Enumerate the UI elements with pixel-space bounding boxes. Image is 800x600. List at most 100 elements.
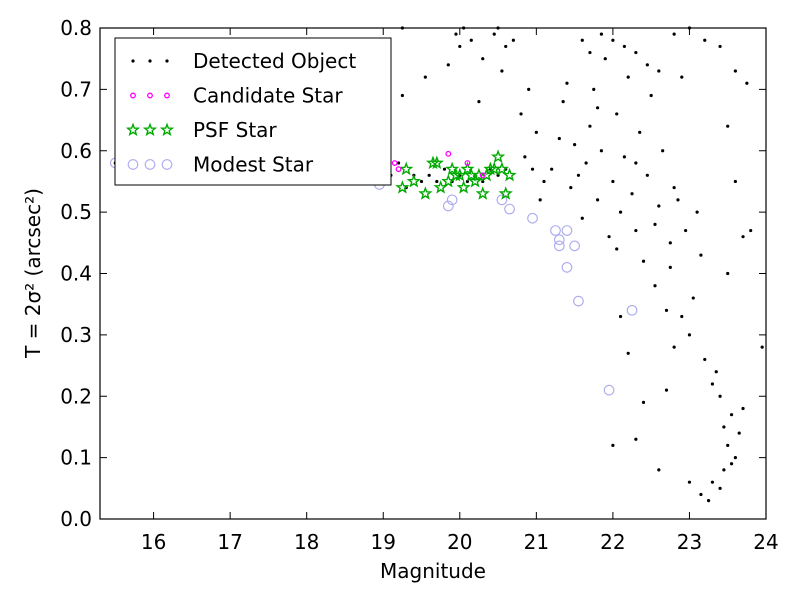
detected-object-point — [657, 204, 661, 208]
detected-object-point — [687, 333, 692, 337]
psf-star-point — [460, 161, 475, 176]
psf-star-point — [490, 149, 506, 163]
detected-object-point — [599, 149, 604, 153]
detected-object-point — [588, 124, 592, 128]
x-axis-ticks: 16 17 18 19 20 21 22 23 24 — [141, 28, 779, 554]
detected-object-point — [733, 456, 737, 460]
modest-star-point — [550, 225, 561, 236]
detected-object-point — [718, 394, 722, 398]
legend: Detected Object Candidate Star PSF Star Mod… — [114, 37, 392, 186]
y-tick-label: 0.7 — [60, 77, 92, 101]
detected-object-point — [599, 32, 604, 36]
detected-object-point — [458, 44, 462, 49]
candidate-star-point — [479, 172, 486, 179]
detected-object-point — [477, 100, 481, 104]
detected-object-point — [496, 173, 500, 177]
psf-star-point — [395, 180, 410, 194]
detected-object-point — [465, 179, 470, 184]
detected-object-point — [722, 468, 726, 472]
detected-object-point — [737, 431, 741, 435]
psf-star-point — [494, 161, 510, 176]
psf-star-point — [445, 161, 460, 176]
detected-object-point — [511, 38, 515, 42]
detected-object-point — [691, 296, 695, 300]
detected-object-point — [657, 468, 661, 472]
legend-label-candidate-star: Candidate Star — [193, 84, 343, 108]
detected-object-point — [645, 173, 649, 177]
detected-object-point — [668, 241, 672, 245]
detected-object-point — [634, 228, 638, 233]
detected-object-point — [592, 87, 596, 91]
detected-object-point — [626, 75, 630, 79]
detected-object-point — [634, 437, 638, 441]
x-tick-label: 21 — [524, 530, 549, 554]
detected-object-point — [580, 38, 584, 42]
detected-object-point — [661, 149, 665, 153]
detected-object-point — [641, 400, 646, 404]
detected-object-point — [653, 284, 657, 288]
detected-object-point — [699, 253, 703, 257]
psf-star-point — [467, 173, 483, 188]
detected-object-point — [726, 443, 730, 447]
detected-object-point — [622, 155, 626, 159]
detected-object-point — [741, 406, 745, 411]
detected-object-point — [687, 480, 692, 484]
legend-marker-psf-star — [159, 122, 175, 137]
psf-star-point — [498, 186, 513, 200]
legend-marker-candidate-star — [164, 92, 170, 99]
x-tick-label: 19 — [371, 530, 396, 554]
detected-object-point — [726, 271, 730, 276]
legend-marker-detected-object — [165, 59, 169, 63]
psf-star-point — [429, 155, 444, 170]
detected-object-point — [530, 167, 535, 171]
detected-object-point — [615, 247, 619, 251]
candidate-star-point — [464, 160, 471, 166]
y-tick-label: 0.0 — [60, 507, 92, 531]
legend-marker-modest-star — [161, 159, 173, 170]
detected-object-point — [718, 44, 722, 49]
modest-star-point — [553, 234, 565, 246]
y-tick-label: 0.4 — [60, 262, 92, 286]
x-tick-label: 17 — [217, 530, 242, 554]
legend-box — [114, 37, 392, 186]
detected-object-point — [710, 382, 715, 386]
psf-star-point — [406, 173, 421, 188]
detected-object-point — [760, 345, 764, 349]
psf-star-point — [456, 180, 471, 194]
legend-entries: Detected Object Candidate Star PSF Star Mod… — [125, 49, 356, 177]
legend-label-modest-star: Modest Star — [193, 153, 314, 177]
detected-object-point — [519, 112, 523, 116]
x-tick-label: 20 — [447, 530, 472, 554]
detected-object-point — [573, 143, 577, 147]
detected-object-point — [703, 38, 707, 42]
legend-marker-detected-object — [131, 59, 135, 63]
detected-object-point — [442, 167, 447, 171]
detected-object-point — [684, 228, 688, 233]
detected-object-point — [400, 93, 404, 98]
detected-object-point — [680, 314, 684, 319]
psf-star-point — [502, 167, 517, 182]
detected-object-point — [695, 210, 699, 214]
detected-object-point — [611, 179, 615, 184]
modest-star-point — [553, 240, 565, 252]
candidate-star-point — [391, 160, 398, 166]
psf-star-point — [399, 161, 414, 176]
legend-marker-modest-star — [127, 159, 139, 170]
legend-marker-modest-star — [144, 159, 156, 170]
detected-object-point — [645, 63, 649, 67]
psf-star-point — [483, 161, 498, 176]
x-tick-label: 22 — [600, 530, 625, 554]
legend-marker-psf-star — [142, 122, 158, 137]
detected-object-point — [626, 351, 630, 355]
detected-object-point — [703, 357, 707, 362]
detected-object-point — [729, 462, 734, 466]
detected-object-point — [634, 161, 638, 165]
detected-object-point — [595, 198, 600, 202]
detected-object-point — [576, 173, 581, 177]
detected-object-point — [611, 38, 615, 42]
detected-object-point — [745, 81, 749, 85]
modest-star-point — [496, 194, 508, 206]
detected-object-point — [419, 179, 424, 184]
legend-marker-detected-object — [148, 59, 152, 63]
